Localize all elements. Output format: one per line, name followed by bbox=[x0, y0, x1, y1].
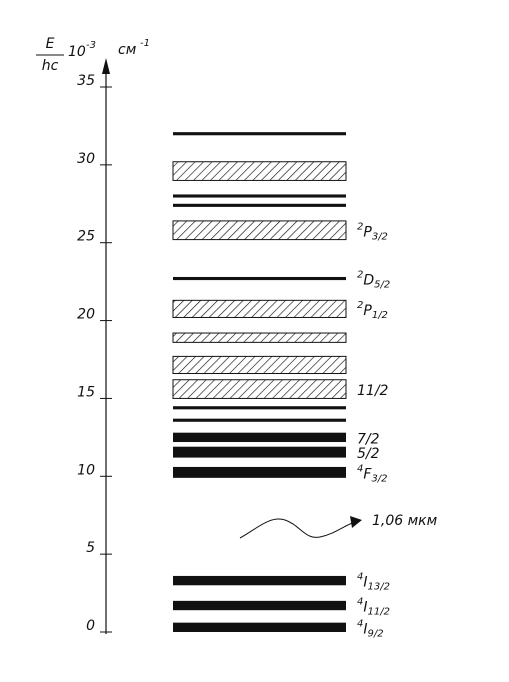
level-label: 4I9/2 bbox=[357, 618, 384, 639]
axis-arrow bbox=[102, 58, 110, 74]
label-term: 11/2 bbox=[357, 383, 389, 399]
level bbox=[173, 132, 346, 136]
label-prefix: 2 bbox=[357, 300, 363, 311]
label-j: 11/2 bbox=[368, 607, 390, 618]
level bbox=[172, 299, 347, 318]
label-prefix: 4 bbox=[357, 463, 363, 474]
level bbox=[173, 276, 346, 281]
level bbox=[173, 203, 346, 207]
label-term: I bbox=[363, 621, 367, 637]
label-prefix: 4 bbox=[357, 597, 363, 608]
level bbox=[173, 432, 346, 443]
level-label: 5/2 bbox=[357, 446, 380, 462]
wavy-arrow bbox=[239, 518, 356, 539]
y-tick-label: 10 bbox=[77, 462, 95, 478]
level bbox=[173, 194, 346, 198]
label-term: 7/2 bbox=[357, 431, 380, 447]
label-j: 13/2 bbox=[368, 582, 390, 593]
label-j: 9/2 bbox=[368, 628, 384, 639]
axis-factor: 10 bbox=[68, 44, 86, 60]
label-prefix: 2 bbox=[357, 221, 363, 232]
label-term: D bbox=[363, 273, 374, 289]
label-term: F bbox=[363, 466, 372, 482]
annotation: 1,06 мкм bbox=[372, 513, 438, 529]
label-term: P bbox=[363, 303, 372, 319]
level bbox=[172, 161, 347, 181]
label-j: 3/2 bbox=[371, 473, 387, 484]
axis-factor-exp: -3 bbox=[86, 40, 96, 51]
level bbox=[173, 446, 346, 458]
y-tick-label: 20 bbox=[77, 307, 95, 323]
axis-title: E hc 10 -3 см -1 bbox=[36, 36, 150, 74]
level-label: 7/2 bbox=[357, 431, 380, 447]
label-term: 5/2 bbox=[357, 446, 380, 462]
arrow-head bbox=[350, 516, 362, 528]
axis-unit: см bbox=[118, 42, 137, 58]
label-prefix: 2 bbox=[357, 270, 363, 281]
level bbox=[173, 406, 346, 410]
level bbox=[173, 418, 346, 422]
label-prefix: 4 bbox=[357, 572, 363, 583]
axis-unit-exp: -1 bbox=[140, 38, 150, 49]
level bbox=[172, 220, 347, 241]
axis-numerator: E bbox=[46, 36, 55, 52]
y-tick-label: 25 bbox=[77, 229, 95, 245]
level-label: 11/2 bbox=[357, 383, 389, 399]
label-term: I bbox=[363, 575, 367, 591]
y-tick-label: 5 bbox=[86, 540, 95, 556]
y-tick-label: 35 bbox=[77, 73, 95, 89]
level-label: 2D5/2 bbox=[357, 270, 390, 291]
level-label: 2P3/2 bbox=[357, 221, 388, 242]
level-label: 2P1/2 bbox=[357, 300, 388, 321]
label-j: 1/2 bbox=[372, 310, 388, 321]
label-term: P bbox=[363, 224, 372, 240]
level bbox=[173, 466, 346, 478]
level bbox=[173, 622, 346, 632]
axis-denominator: hc bbox=[42, 58, 59, 74]
label-prefix: 4 bbox=[357, 618, 363, 629]
level bbox=[173, 575, 346, 586]
y-tick-label: 0 bbox=[86, 618, 95, 634]
level bbox=[172, 379, 347, 399]
label-j: 5/2 bbox=[374, 280, 390, 291]
level-label: 4I11/2 bbox=[357, 597, 390, 618]
level bbox=[173, 600, 346, 611]
level-label: 4F3/2 bbox=[357, 463, 388, 484]
level bbox=[172, 355, 347, 375]
label-term: I bbox=[363, 600, 367, 616]
label-j: 3/2 bbox=[372, 231, 388, 242]
level bbox=[172, 332, 347, 343]
level-label: 4I13/2 bbox=[357, 572, 390, 593]
y-tick-label: 15 bbox=[77, 384, 95, 400]
y-tick-label: 30 bbox=[77, 151, 95, 167]
